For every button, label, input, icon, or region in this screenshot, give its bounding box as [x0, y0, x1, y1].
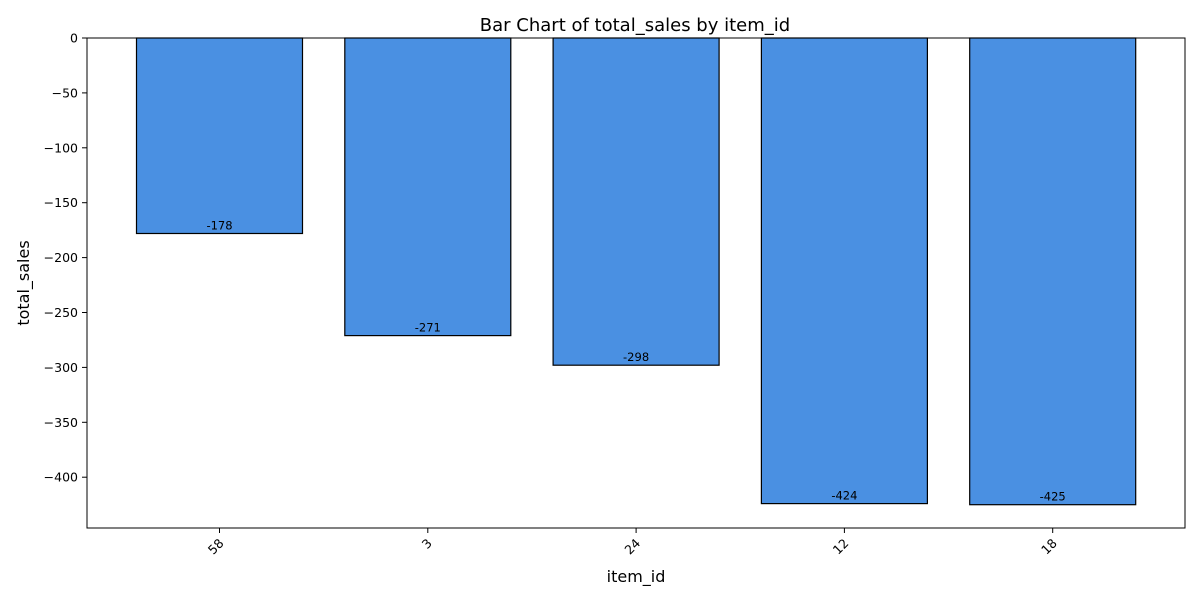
y-tick-label: −150 [44, 195, 78, 210]
y-tick-label: −300 [44, 360, 78, 375]
y-tick-label: −250 [44, 305, 78, 320]
bar-18 [969, 37, 1137, 506]
y-tick-label: 0 [70, 31, 78, 46]
bar-24 [552, 37, 720, 366]
bar-12 [760, 37, 929, 505]
plot-frame [86, 37, 1186, 529]
data-label-18: -425 [1040, 490, 1066, 504]
bars-layer [135, 37, 1137, 506]
data-label-3: -271 [415, 321, 441, 335]
y-axis-label: total_sales [14, 240, 34, 325]
y-tick-label: −100 [44, 140, 78, 155]
y-tick-label: −400 [44, 470, 78, 485]
y-tick-label: −200 [44, 250, 78, 265]
data-label-24: -298 [623, 350, 649, 364]
chart-title: Bar Chart of total_sales by item_id [480, 15, 790, 36]
data-label-58: -178 [206, 219, 232, 233]
x-axis-label: item_id [607, 567, 666, 587]
data-label-12: -424 [831, 489, 857, 503]
bar-3 [344, 37, 512, 337]
y-tick-label: −50 [52, 85, 78, 100]
data-labels-layer: -178 -271 -298 -424 -425 [206, 219, 1065, 504]
bar-58 [135, 37, 304, 235]
y-axis: 0 −50 −100 −150 −200 −250 −300 −350 −400 [44, 31, 87, 485]
y-tick-label: −350 [44, 415, 78, 430]
